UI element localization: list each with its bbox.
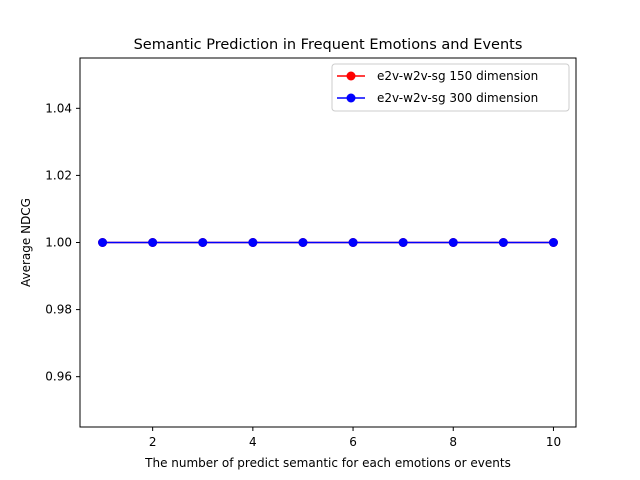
y-axis-title: Average NDCG	[19, 198, 33, 287]
legend-marker	[346, 93, 356, 103]
data-point	[548, 238, 558, 247]
data-point	[298, 238, 308, 247]
y-tick-label: 0.98	[45, 303, 72, 317]
y-tick-label: 1.04	[45, 101, 72, 115]
legend-label: e2v-w2v-sg 300 dimension	[377, 91, 538, 105]
legend-item: e2v-w2v-sg 150 dimension	[337, 69, 538, 83]
y-tick-label: 0.96	[45, 370, 72, 384]
y-tick-label: 1.00	[45, 236, 72, 250]
legend-marker	[346, 71, 356, 81]
x-axis-title: The number of predict semantic for each …	[144, 456, 511, 470]
x-tick-label: 2	[149, 435, 157, 449]
x-tick-label: 6	[349, 435, 357, 449]
series-layer	[98, 238, 558, 247]
x-tick-label: 10	[546, 435, 561, 449]
data-point	[498, 238, 508, 247]
data-point	[148, 238, 158, 247]
data-point	[248, 238, 258, 247]
y-tick-label: 1.02	[45, 168, 72, 182]
x-axis: 2 4 6 8 10	[149, 427, 561, 449]
chart-title: Semantic Prediction in Frequent Emotions…	[134, 37, 523, 53]
legend-box	[331, 63, 570, 112]
legend: e2v-w2v-sg 150 dimension e2v-w2v-sg 300 d…	[331, 63, 570, 112]
series-2	[98, 238, 558, 247]
data-point	[448, 238, 458, 247]
x-tick-label: 4	[249, 435, 257, 449]
data-point	[98, 238, 108, 247]
y-axis: 0.96 0.98 1.00 1.02 1.04	[45, 101, 80, 384]
data-point	[198, 238, 208, 247]
legend-item: e2v-w2v-sg 300 dimension	[337, 91, 538, 105]
legend-label: e2v-w2v-sg 150 dimension	[377, 69, 538, 83]
data-point	[348, 238, 358, 247]
x-tick-label: 8	[449, 435, 457, 449]
data-point	[398, 238, 408, 247]
